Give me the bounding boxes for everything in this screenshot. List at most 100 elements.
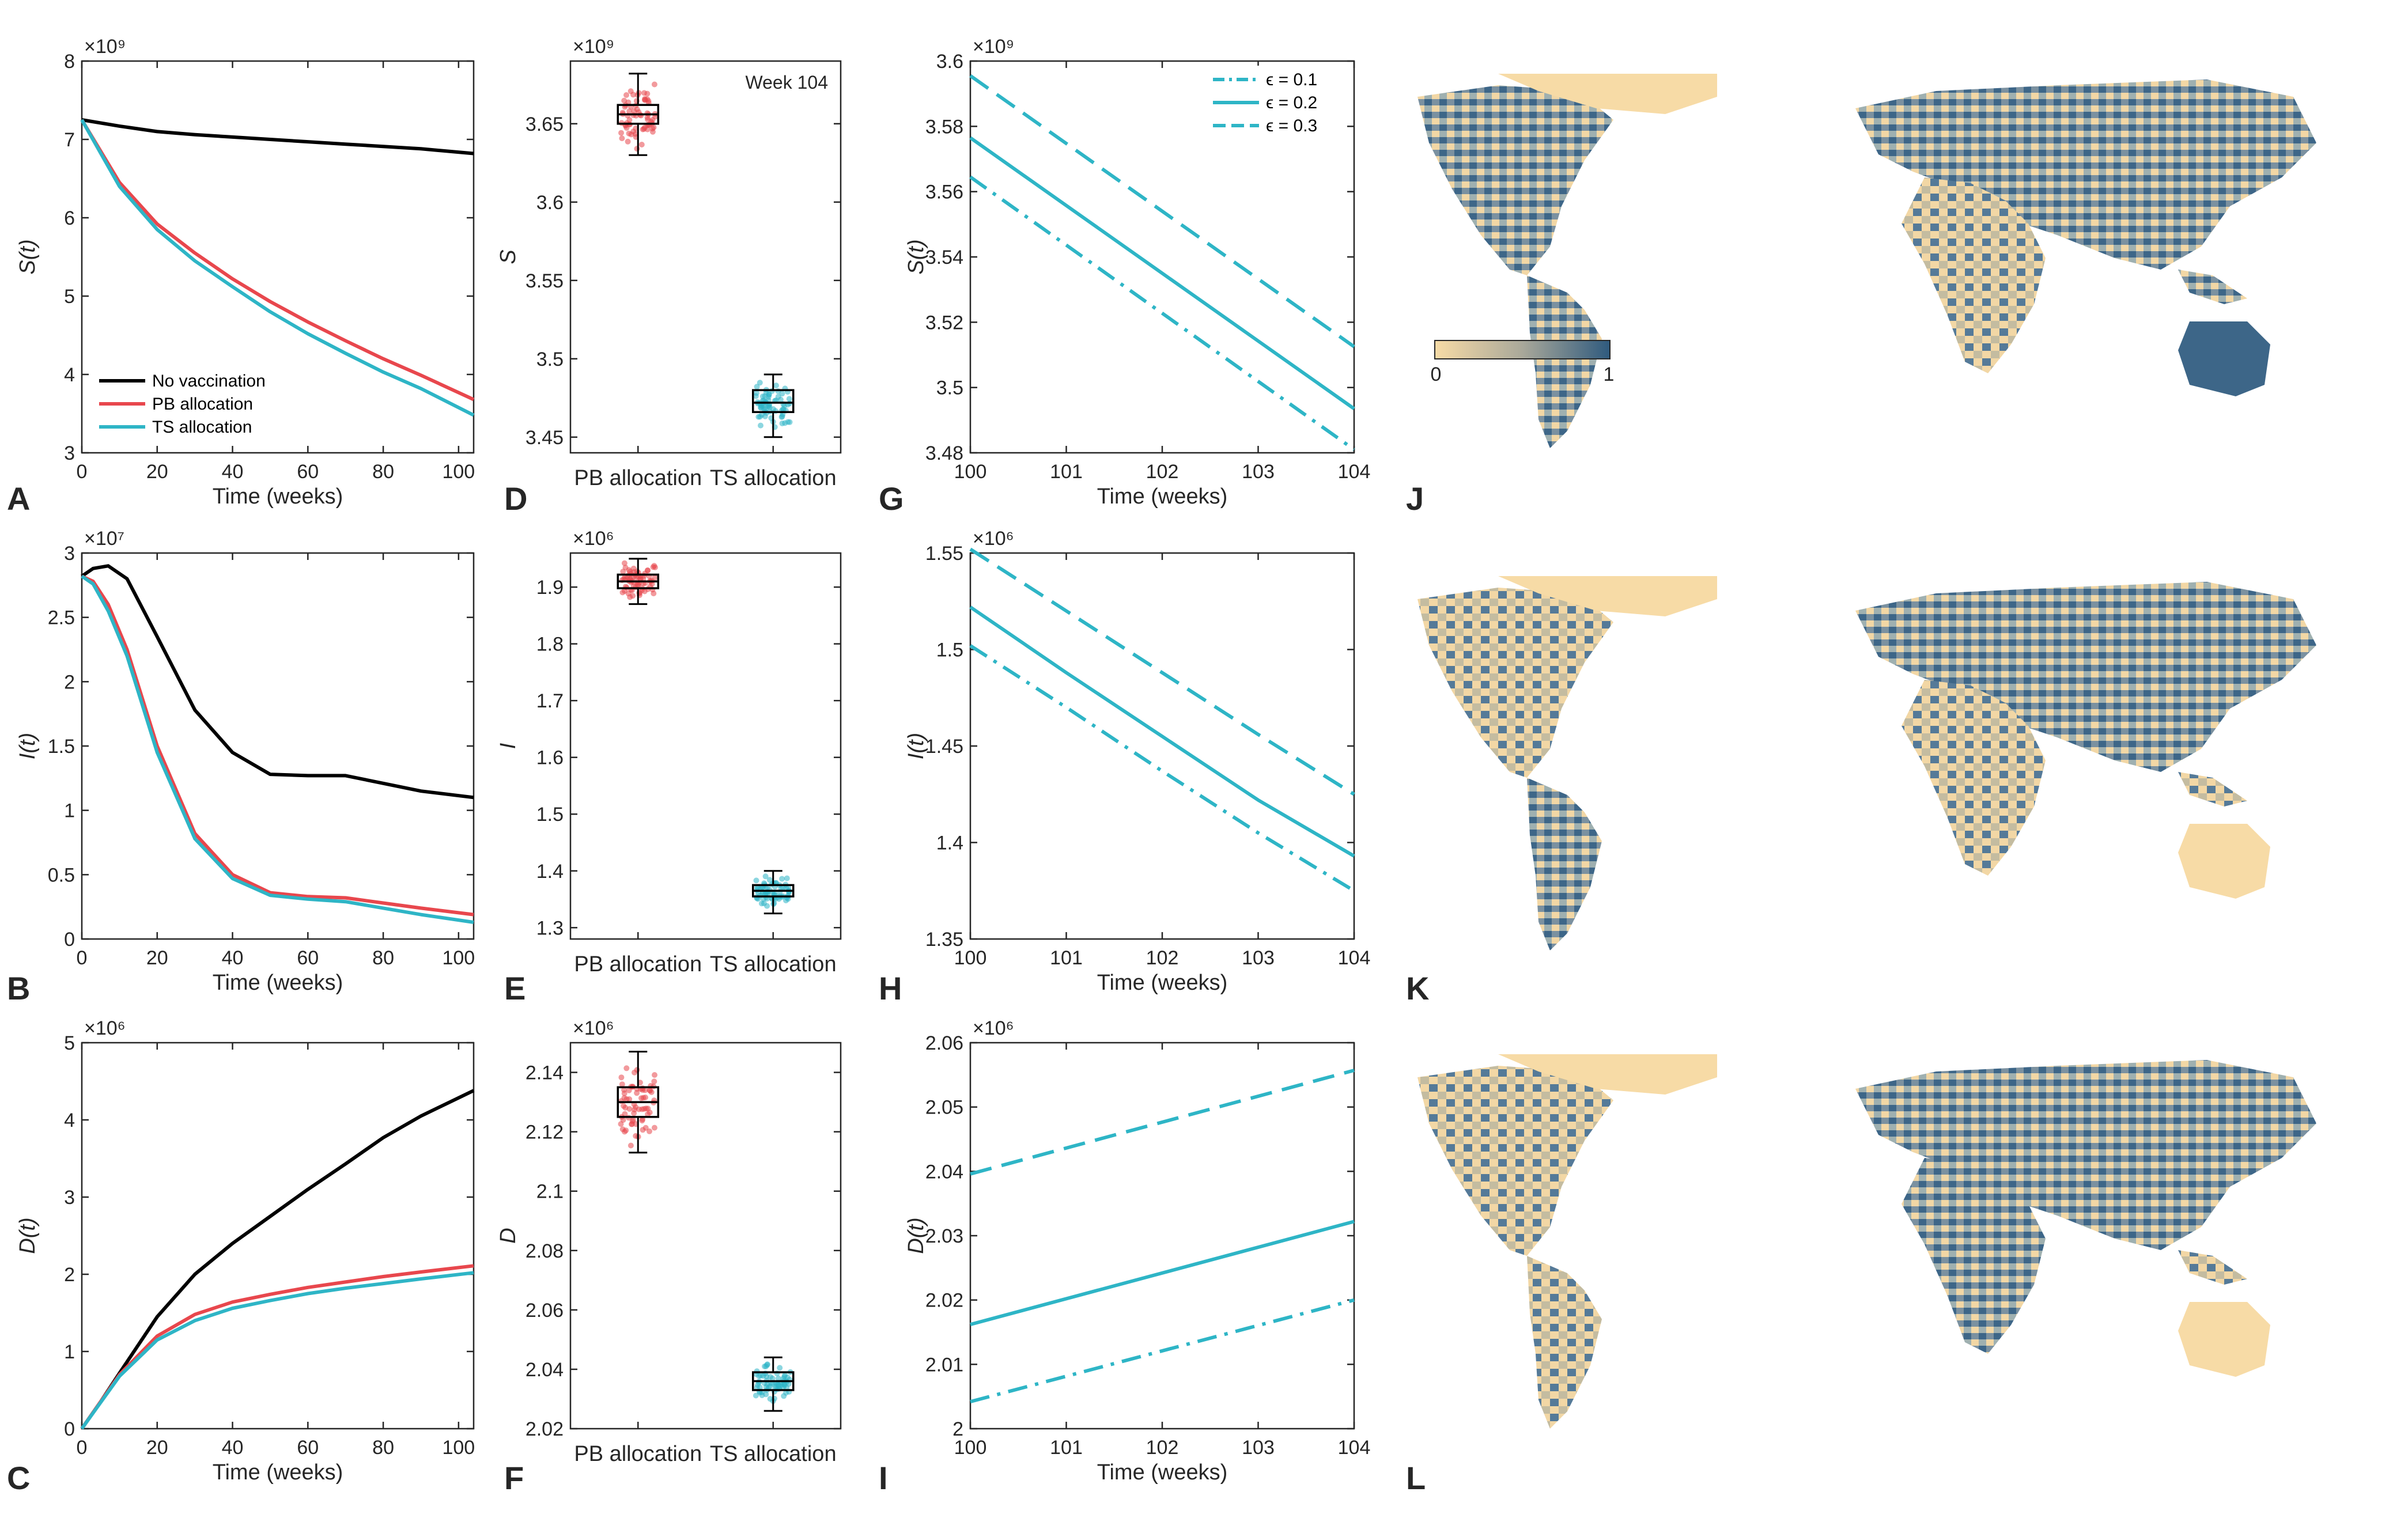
sample-point bbox=[627, 594, 633, 600]
series-line-pb-allocation bbox=[80, 1264, 474, 1430]
x-tick-label: 60 bbox=[297, 947, 319, 969]
chart-E: 1.3 1.4 1.5 1.6 1.7 1.8 1.9 ×10⁶ I PB allocation T… bbox=[496, 528, 842, 976]
x-tick-label: 104 bbox=[1338, 1437, 1371, 1459]
landmass bbox=[1417, 1054, 2316, 1429]
y-tick-label: 2.02 bbox=[526, 1418, 564, 1440]
sample-point bbox=[634, 146, 640, 152]
x-tick-label: 0 bbox=[77, 1437, 88, 1459]
series-line--0-2 bbox=[969, 136, 1355, 410]
x-tick-label: 100 bbox=[442, 1437, 475, 1459]
x-tick-label: 104 bbox=[1338, 461, 1371, 483]
panel-letter-L: L bbox=[1406, 1460, 1426, 1496]
y-axis-label: I(t) bbox=[904, 733, 928, 759]
sample-point bbox=[756, 1373, 762, 1379]
sample-point bbox=[621, 97, 627, 104]
x-tick-label: 80 bbox=[372, 1437, 394, 1459]
sample-point bbox=[771, 890, 777, 896]
x-tick-label: 101 bbox=[1050, 461, 1083, 483]
sample-point bbox=[644, 126, 651, 132]
sample-point bbox=[759, 1392, 765, 1398]
sample-point bbox=[627, 1142, 634, 1149]
x-tick-label: 103 bbox=[1242, 461, 1275, 483]
x-tick-label: 100 bbox=[442, 461, 475, 483]
sample-point bbox=[630, 128, 637, 135]
y-tick-label: 5 bbox=[64, 1032, 75, 1054]
y-tick-label: 3.55 bbox=[526, 270, 564, 292]
panel-letter-A: A bbox=[7, 480, 30, 517]
panel-letter-I: I bbox=[879, 1460, 888, 1496]
panel-letter-H: H bbox=[879, 970, 902, 1006]
sample-point bbox=[781, 406, 787, 412]
sample-point bbox=[623, 1127, 629, 1134]
world-map-K bbox=[1417, 576, 2316, 951]
chart-H: 1.35 1.4 1.45 1.5 1.55 ×10⁶ I(t) 100 101 102 103 10… bbox=[904, 528, 1370, 995]
panel-letter-K: K bbox=[1406, 970, 1429, 1006]
landmass bbox=[1417, 74, 2316, 448]
x-tick-label: 20 bbox=[146, 947, 168, 969]
x-tick-label: 40 bbox=[222, 1437, 244, 1459]
sample-point bbox=[638, 142, 645, 147]
sample-point bbox=[765, 393, 772, 400]
y-exponent: ×10⁶ bbox=[84, 1017, 126, 1039]
y-tick-label: 3.5 bbox=[536, 349, 564, 370]
sample-point bbox=[783, 1390, 789, 1396]
y-tick-label: 5 bbox=[64, 286, 75, 308]
y-tick-label: 2 bbox=[64, 1264, 75, 1286]
category-label: TS allocation bbox=[710, 952, 837, 976]
y-tick-label: 0 bbox=[64, 1418, 75, 1440]
series-line--0-3 bbox=[969, 74, 1355, 349]
sample-point bbox=[625, 138, 631, 145]
x-axis-label: Time (weeks) bbox=[213, 971, 343, 995]
sample-point bbox=[761, 900, 767, 907]
series-line--0-2 bbox=[970, 1220, 1355, 1326]
chart-B: 0 0.5 1 1.5 2 2.5 3 ×10⁷ I(t) 0 20 40 60 80 100 Time (w… bbox=[16, 528, 475, 995]
y-tick-label: 2.04 bbox=[526, 1359, 564, 1381]
sample-point bbox=[786, 396, 792, 402]
x-tick-label: 102 bbox=[1146, 461, 1179, 483]
y-exponent: ×10⁷ bbox=[84, 528, 124, 550]
box-ts-allocation bbox=[752, 1356, 795, 1412]
axes-frame bbox=[81, 552, 475, 940]
y-tick-label: 2.02 bbox=[925, 1290, 963, 1312]
chart-G: 3.48 3.5 3.52 3.54 3.56 3.58 3.6 ×10⁹ S(t) 100 101… bbox=[904, 36, 1370, 509]
colorbar-max-label: 1 bbox=[1604, 364, 1615, 385]
legend-entry: ϵ = 0.2 bbox=[1266, 93, 1317, 112]
x-tick-label: 40 bbox=[222, 461, 244, 483]
y-tick-label: 2.01 bbox=[925, 1354, 963, 1376]
legend-entry: PB allocation bbox=[152, 395, 253, 414]
box-ts-allocation bbox=[752, 870, 795, 915]
y-exponent: ×10⁹ bbox=[573, 36, 614, 58]
y-tick-label: 1 bbox=[64, 1341, 75, 1363]
series-line--0-2 bbox=[969, 605, 1355, 858]
series-line-ts-allocation bbox=[80, 119, 475, 417]
y-exponent: ×10⁶ bbox=[573, 528, 614, 550]
sample-point bbox=[753, 1392, 759, 1399]
sample-point bbox=[780, 884, 786, 891]
colorbar-min-label: 0 bbox=[1431, 364, 1442, 385]
panel-letter-B: B bbox=[7, 970, 30, 1006]
series-line-ts-allocation bbox=[80, 1271, 474, 1430]
sample-point bbox=[753, 877, 759, 884]
panel-letter-D: D bbox=[504, 480, 527, 517]
sample-point bbox=[634, 106, 640, 112]
y-exponent: ×10⁶ bbox=[573, 1017, 614, 1039]
box-pb-allocation bbox=[617, 558, 659, 605]
y-tick-label: 1.55 bbox=[925, 543, 963, 565]
axes-frame bbox=[569, 60, 842, 454]
sample-point bbox=[651, 124, 657, 131]
x-tick-label: 60 bbox=[297, 461, 319, 483]
panel-letter-E: E bbox=[504, 970, 526, 1006]
colorbar: 0 1 bbox=[1431, 340, 1615, 385]
x-tick-label: 104 bbox=[1338, 947, 1371, 969]
legend-entry: ϵ = 0.1 bbox=[1266, 70, 1317, 89]
sample-point bbox=[650, 564, 656, 570]
week-annotation: Week 104 bbox=[746, 72, 829, 93]
iqr-box bbox=[752, 389, 795, 414]
y-exponent: ×10⁹ bbox=[84, 36, 126, 58]
sample-point bbox=[626, 117, 633, 123]
legend: No vaccination PB allocation TS allocation bbox=[93, 367, 283, 441]
panel-letter-C: C bbox=[7, 1460, 30, 1496]
y-tick-label: 2.08 bbox=[526, 1240, 564, 1262]
sample-point bbox=[626, 1087, 632, 1093]
sample-point bbox=[634, 1067, 640, 1073]
